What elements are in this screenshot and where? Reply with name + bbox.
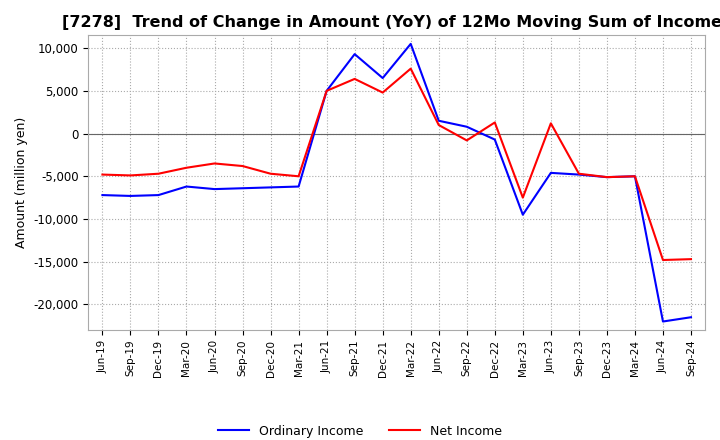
Y-axis label: Amount (million yen): Amount (million yen) bbox=[15, 117, 28, 248]
Legend: Ordinary Income, Net Income: Ordinary Income, Net Income bbox=[213, 420, 507, 440]
Net Income bbox=[182, 165, 191, 170]
Ordinary Income bbox=[210, 187, 219, 192]
Net Income bbox=[210, 161, 219, 166]
Ordinary Income bbox=[238, 186, 247, 191]
Net Income bbox=[575, 171, 583, 176]
Title: [7278]  Trend of Change in Amount (YoY) of 12Mo Moving Sum of Incomes: [7278] Trend of Change in Amount (YoY) o… bbox=[62, 15, 720, 30]
Ordinary Income bbox=[575, 172, 583, 177]
Ordinary Income bbox=[154, 192, 163, 198]
Net Income bbox=[603, 175, 611, 180]
Net Income bbox=[406, 66, 415, 71]
Ordinary Income bbox=[98, 192, 107, 198]
Ordinary Income bbox=[546, 170, 555, 176]
Ordinary Income bbox=[182, 184, 191, 189]
Ordinary Income bbox=[351, 51, 359, 57]
Ordinary Income bbox=[126, 193, 135, 198]
Ordinary Income bbox=[603, 175, 611, 180]
Net Income bbox=[323, 88, 331, 93]
Net Income bbox=[266, 171, 275, 176]
Net Income bbox=[126, 173, 135, 178]
Net Income bbox=[687, 257, 696, 262]
Ordinary Income bbox=[462, 124, 471, 129]
Ordinary Income bbox=[434, 118, 443, 123]
Ordinary Income bbox=[379, 75, 387, 81]
Net Income bbox=[659, 257, 667, 263]
Net Income bbox=[546, 121, 555, 126]
Net Income bbox=[434, 122, 443, 128]
Ordinary Income bbox=[518, 212, 527, 217]
Ordinary Income bbox=[490, 137, 499, 142]
Net Income bbox=[490, 120, 499, 125]
Ordinary Income bbox=[323, 88, 331, 93]
Ordinary Income bbox=[631, 174, 639, 179]
Net Income bbox=[154, 171, 163, 176]
Line: Net Income: Net Income bbox=[102, 69, 691, 260]
Net Income bbox=[294, 174, 303, 179]
Ordinary Income bbox=[687, 315, 696, 320]
Ordinary Income bbox=[294, 184, 303, 189]
Net Income bbox=[379, 90, 387, 95]
Net Income bbox=[351, 76, 359, 81]
Net Income bbox=[518, 195, 527, 200]
Net Income bbox=[98, 172, 107, 177]
Net Income bbox=[238, 163, 247, 169]
Net Income bbox=[462, 138, 471, 143]
Ordinary Income bbox=[406, 41, 415, 47]
Ordinary Income bbox=[266, 185, 275, 190]
Line: Ordinary Income: Ordinary Income bbox=[102, 44, 691, 322]
Net Income bbox=[631, 174, 639, 179]
Ordinary Income bbox=[659, 319, 667, 324]
